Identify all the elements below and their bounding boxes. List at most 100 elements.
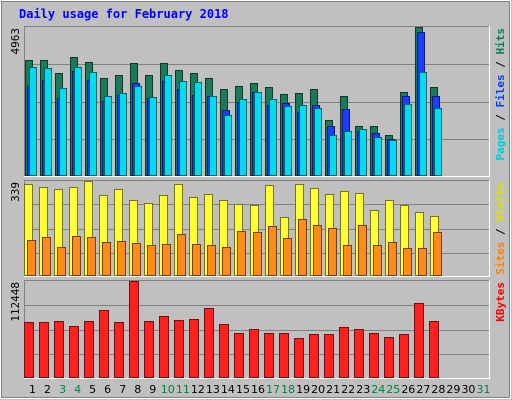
- bar-fill-visits-sites-11: [177, 234, 186, 276]
- bar-kbytes-kbytes-day-17: [264, 333, 274, 378]
- bar-edge-visits-sites-13: [207, 245, 216, 276]
- side-legend-part-kbytes-0: KBytes: [494, 282, 507, 322]
- bar-kbytes-kbytes-day-22: [339, 327, 349, 378]
- bar-hits-pages-day-11: [179, 81, 187, 176]
- bar-fill-hits-pages-4: [74, 67, 82, 176]
- bar-fill-hits-pages-26: [404, 104, 412, 176]
- x-tick-label-25: 25: [386, 383, 400, 396]
- bar-visits-sites-day-16: [253, 232, 262, 276]
- x-tick-label-6: 6: [104, 383, 111, 396]
- bar-fill-hits-pages-25: [389, 140, 397, 176]
- bar-hits-pages-day-19: [299, 105, 307, 176]
- side-legend-part-visits-1: /: [494, 222, 507, 242]
- side-legend-part-visits-2: Visits: [494, 182, 507, 222]
- bar-fill-visits-sites-17: [268, 226, 277, 276]
- bar-edge-kbytes-kbytes-2: [39, 322, 49, 378]
- side-legend-part-hits-4: Hits: [494, 28, 507, 55]
- bar-visits-sites-day-24: [373, 245, 382, 276]
- side-legend-part-hits-2: Files: [494, 74, 507, 107]
- side-legend-part-visits-0: Sites: [494, 242, 507, 275]
- bar-visits-sites-day-2: [42, 237, 51, 276]
- bar-fill-visits-visits-5: [84, 181, 93, 276]
- bar-fill-visits-sites-14: [222, 247, 231, 276]
- bar-fill-visits-sites-13: [207, 245, 216, 276]
- bar-edge-hits-pages-4: [74, 67, 82, 176]
- bar-fill-hits-pages-9: [149, 97, 157, 176]
- bar-kbytes-kbytes-day-9: [144, 321, 154, 378]
- bar-edge-hits-pages-11: [179, 81, 187, 176]
- bar-edge-hits-pages-5: [89, 72, 97, 176]
- bar-edge-hits-pages-25: [389, 140, 397, 176]
- bar-edge-visits-sites-7: [117, 241, 126, 276]
- bar-edge-visits-sites-3: [57, 247, 66, 276]
- bar-fill-hits-pages-13: [209, 96, 217, 176]
- bar-fill-kbytes-kbytes-23: [354, 329, 364, 378]
- bar-visits-sites-day-7: [117, 241, 126, 276]
- x-tick-label-3: 3: [59, 383, 66, 396]
- bar-fill-visits-sites-25: [388, 242, 397, 276]
- x-tick-label-30: 30: [461, 383, 475, 396]
- bar-edge-hits-pages-23: [359, 129, 367, 176]
- bar-fill-kbytes-kbytes-21: [324, 334, 334, 378]
- bar-fill-visits-sites-15: [237, 231, 246, 276]
- bar-kbytes-kbytes-day-7: [114, 322, 124, 378]
- bar-edge-visits-sites-16: [253, 232, 262, 276]
- bar-fill-visits-visits-14: [219, 200, 228, 276]
- bar-visits-sites-day-11: [177, 234, 186, 276]
- bar-edge-kbytes-kbytes-22: [339, 327, 349, 378]
- bar-fill-hits-pages-6: [104, 96, 112, 176]
- bar-kbytes-kbytes-day-28: [429, 321, 439, 378]
- x-tick-label-22: 22: [341, 383, 355, 396]
- bar-kbytes-kbytes-day-11: [174, 320, 184, 378]
- bar-edge-kbytes-kbytes-25: [384, 337, 394, 378]
- bar-fill-visits-sites-3: [57, 247, 66, 276]
- x-tick-label-16: 16: [251, 383, 265, 396]
- bar-edge-kbytes-kbytes-16: [249, 329, 259, 378]
- bar-edge-kbytes-kbytes-18: [279, 333, 289, 378]
- bar-edge-kbytes-kbytes-14: [219, 324, 229, 378]
- bar-edge-visits-sites-21: [328, 228, 337, 276]
- bar-fill-visits-visits-4: [69, 187, 78, 276]
- bar-hits-pages-day-9: [149, 97, 157, 176]
- bar-fill-hits-pages-22: [344, 131, 352, 176]
- bar-hits-pages-day-3: [59, 88, 67, 176]
- bar-fill-hits-pages-17: [269, 99, 277, 176]
- bar-fill-visits-sites-8: [132, 243, 141, 276]
- bar-edge-kbytes-kbytes-3: [54, 321, 64, 378]
- x-tick-label-20: 20: [311, 383, 325, 396]
- bar-fill-kbytes-kbytes-15: [234, 333, 244, 378]
- ymax-label-kbytes: 112448: [9, 282, 22, 322]
- bar-kbytes-kbytes-day-5: [84, 321, 94, 378]
- ymax-label-hits: 4963: [9, 28, 22, 55]
- bar-fill-visits-sites-16: [253, 232, 262, 276]
- bar-fill-visits-visits-7: [114, 189, 123, 276]
- bar-fill-visits-sites-7: [117, 241, 126, 276]
- bar-fill-hits-pages-20: [314, 108, 322, 176]
- bar-fill-hits-pages-10: [164, 75, 172, 176]
- bar-edge-hits-pages-27: [419, 72, 427, 176]
- bar-edge-kbytes-kbytes-15: [234, 333, 244, 378]
- x-tick-label-24: 24: [371, 383, 385, 396]
- bar-fill-kbytes-kbytes-5: [84, 321, 94, 378]
- bar-fill-kbytes-kbytes-10: [159, 316, 169, 378]
- bar-visits-sites-day-8: [132, 243, 141, 276]
- bar-edge-visits-sites-4: [72, 236, 81, 276]
- bar-fill-visits-sites-27: [418, 248, 427, 276]
- bar-kbytes-kbytes-day-19: [294, 338, 304, 378]
- bar-edge-visits-sites-11: [177, 234, 186, 276]
- x-tick-label-13: 13: [206, 383, 220, 396]
- bar-kbytes-kbytes-day-1: [24, 322, 34, 378]
- bar-visits-sites-day-12: [192, 244, 201, 276]
- bar-fill-visits-sites-12: [192, 244, 201, 276]
- side-legend-visits: Sites / Visits: [494, 182, 507, 275]
- x-tick-label-19: 19: [296, 383, 310, 396]
- bar-fill-kbytes-kbytes-1: [24, 322, 34, 378]
- bar-fill-kbytes-kbytes-4: [69, 326, 79, 378]
- bar-visits-sites-day-14: [222, 247, 231, 276]
- bar-visits-sites-day-21: [328, 228, 337, 276]
- bar-fill-kbytes-kbytes-22: [339, 327, 349, 378]
- bar-kbytes-kbytes-day-13: [204, 308, 214, 378]
- bar-fill-visits-sites-9: [147, 245, 156, 276]
